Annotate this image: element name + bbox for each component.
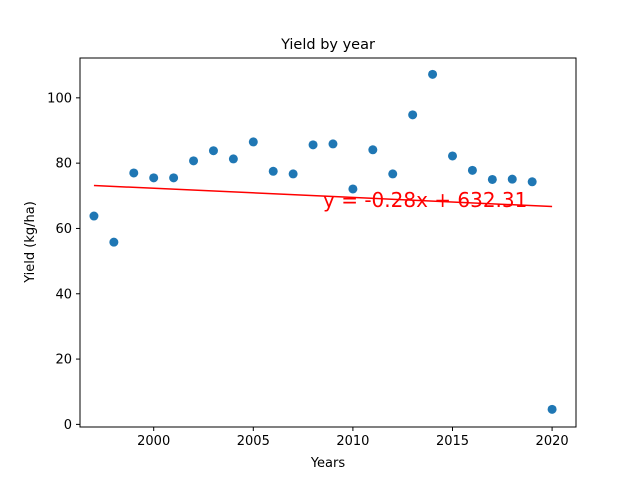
y-tick-label: 40 — [55, 287, 72, 302]
data-point — [507, 174, 517, 184]
data-point — [408, 110, 418, 120]
data-point — [328, 139, 338, 149]
y-tick-label: 20 — [55, 353, 72, 368]
data-point — [149, 173, 159, 183]
y-tick-label: 60 — [55, 222, 72, 237]
y-tick-label: 0 — [64, 418, 72, 433]
plot-frame — [79, 57, 577, 428]
data-point — [288, 169, 298, 179]
data-point — [467, 165, 477, 175]
data-point — [208, 146, 218, 156]
data-points — [89, 69, 557, 414]
data-point — [368, 145, 378, 155]
x-tick-label: 2005 — [237, 434, 270, 449]
data-point — [428, 69, 438, 79]
x-tick-label: 2010 — [336, 434, 369, 449]
x-axis-label: Years — [310, 456, 346, 471]
plot-area — [79, 57, 577, 428]
data-point — [89, 211, 99, 221]
x-tick-label: 2020 — [536, 434, 569, 449]
trendline — [93, 184, 553, 208]
data-point — [527, 177, 537, 187]
data-point — [348, 184, 358, 194]
y-tick-label: 80 — [55, 157, 72, 172]
data-point — [547, 404, 557, 414]
y-axis-label: Yield (kg/ha) — [23, 201, 38, 284]
data-point — [248, 137, 258, 147]
data-point — [169, 173, 179, 183]
data-point — [308, 140, 318, 150]
x-axis: 2000 2005 2010 2015 2020 — [137, 427, 569, 449]
data-point — [447, 151, 457, 161]
chart-title: Yield by year — [280, 37, 375, 53]
data-point — [228, 154, 238, 164]
x-tick-label: 2000 — [137, 434, 170, 449]
data-point — [487, 174, 497, 184]
y-tick-label: 100 — [47, 91, 72, 106]
y-axis: 0 20 40 60 80 100 — [47, 91, 80, 433]
data-point — [189, 156, 199, 166]
x-tick-label: 2015 — [436, 434, 469, 449]
data-point — [109, 237, 119, 247]
trendline-group: y = -0.28x + 632.31 — [93, 184, 553, 212]
trendline-equation: y = -0.28x + 632.31 — [323, 188, 527, 212]
data-point — [268, 166, 278, 176]
data-point — [129, 168, 139, 178]
data-point — [388, 169, 398, 179]
